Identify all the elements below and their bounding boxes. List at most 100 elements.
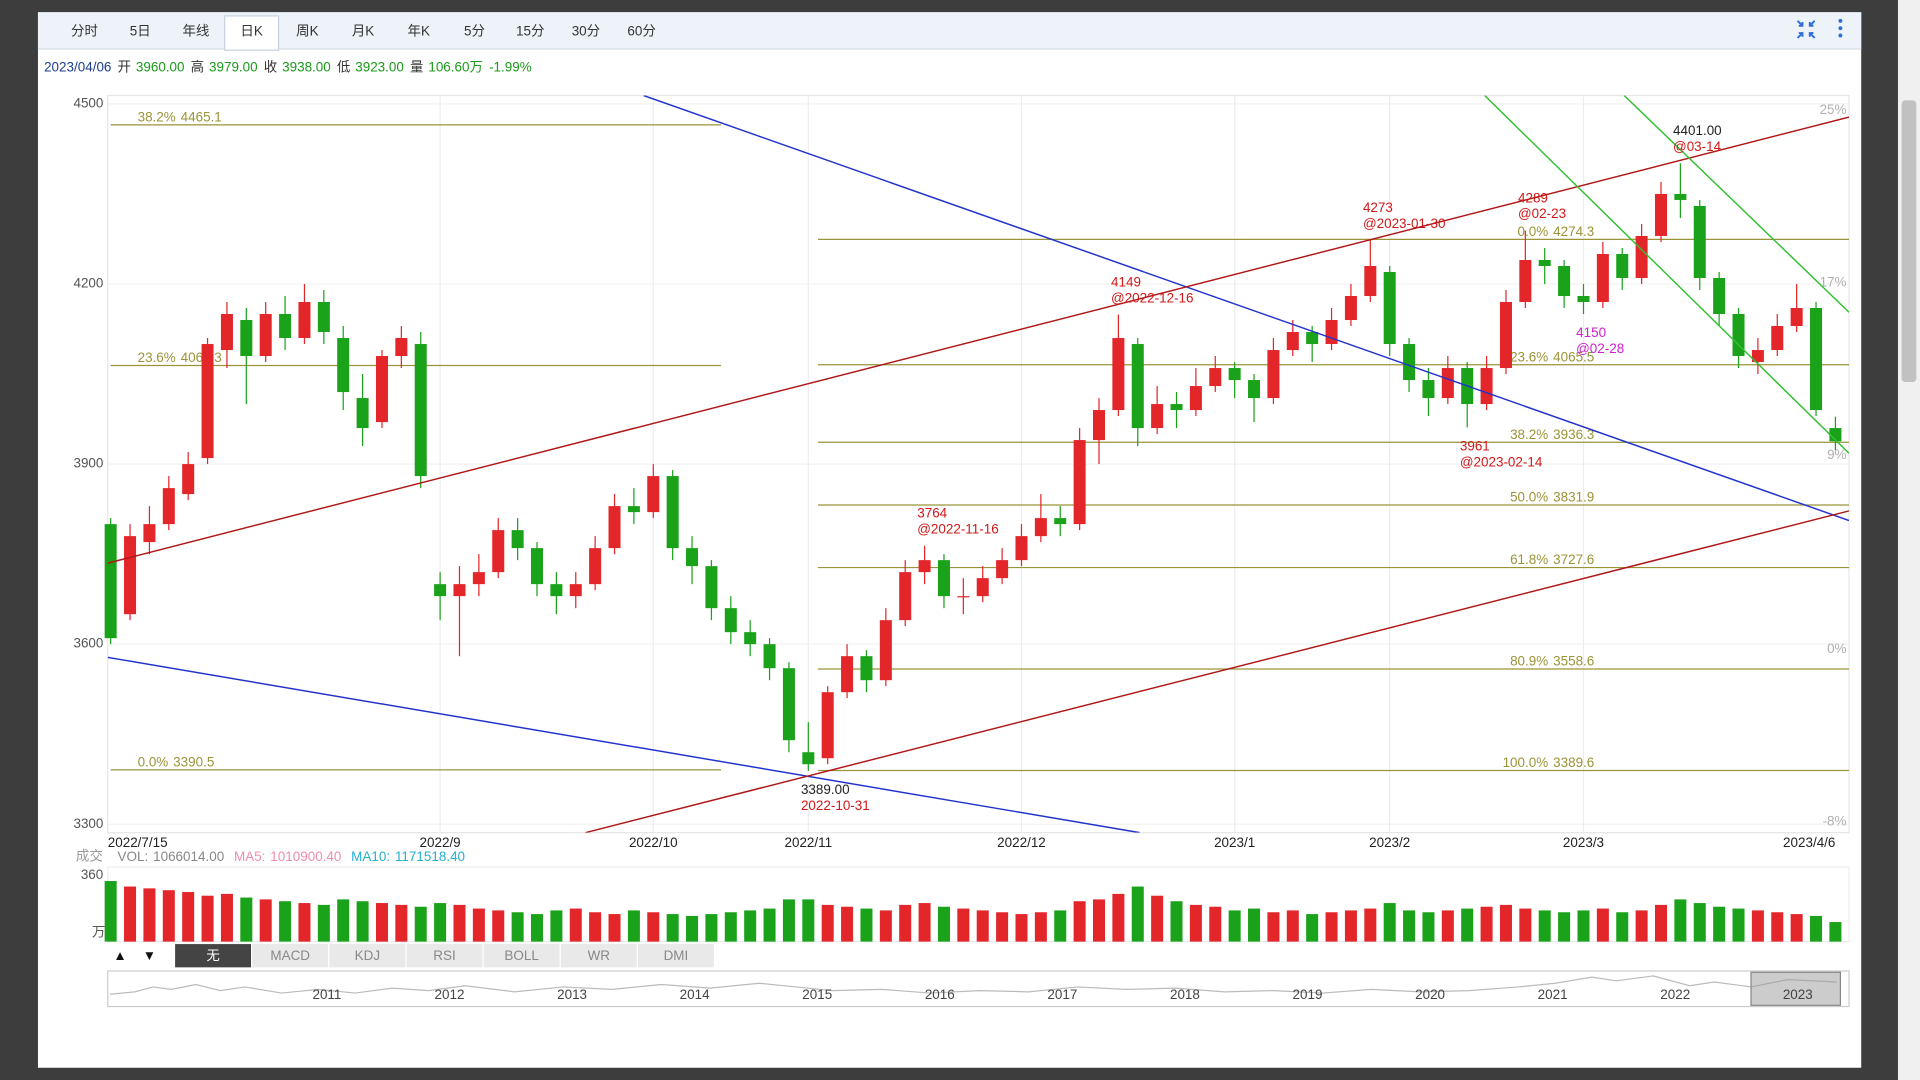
volume-bar	[1790, 914, 1803, 942]
volume-bar	[879, 910, 892, 942]
volume-bar	[1131, 886, 1144, 942]
volume-bar	[375, 903, 388, 942]
tab[interactable]: 30分	[572, 23, 600, 38]
tab[interactable]: 年线	[182, 23, 209, 38]
volume-bar	[608, 914, 621, 942]
volume-bar	[279, 901, 292, 942]
candle-body	[1596, 253, 1609, 303]
indicator-tab[interactable]: WR	[588, 948, 611, 963]
volume-bar	[782, 899, 795, 942]
tab[interactable]: 15分	[516, 23, 544, 38]
navigator-year: 2014	[680, 987, 710, 1002]
volume-legend: MA5: 1010900.40	[234, 849, 341, 864]
candle-body	[821, 692, 834, 759]
y2-tick-label: -8%	[1823, 813, 1847, 828]
quote-field-name: 量	[410, 59, 423, 74]
indicator-tab-bg[interactable]	[637, 944, 714, 968]
indicator-tab[interactable]: KDJ	[355, 948, 380, 963]
fib-ratio: 80.9%	[1510, 653, 1548, 668]
y2-tick-label: 0%	[1827, 641, 1846, 656]
volume-bar	[530, 914, 544, 942]
trend-line	[107, 656, 1140, 833]
indicator-arrow[interactable]: ▼	[143, 948, 156, 963]
volume-legend-name: MA5:	[234, 849, 265, 864]
candle-body	[1732, 314, 1745, 357]
candle-body	[511, 530, 524, 549]
quote-field-value: 3979.00	[209, 59, 258, 74]
volume-bar	[1771, 912, 1784, 942]
trend-lines	[107, 95, 1849, 833]
candle-body	[492, 530, 505, 573]
tab[interactable]: 分时	[71, 23, 98, 38]
indicator-tab-bg[interactable]	[560, 944, 637, 968]
candle-body	[1403, 344, 1416, 381]
indicator-tab[interactable]: 无	[206, 948, 219, 963]
quote-field-name: 低	[337, 59, 350, 74]
trend-line	[1484, 95, 1849, 454]
candle-body	[1577, 296, 1590, 303]
candle-body	[705, 566, 718, 609]
candle-body	[1228, 368, 1241, 381]
indicator-tab-bg[interactable]	[329, 944, 406, 968]
navigator-year: 2020	[1415, 987, 1445, 1002]
volume-bar	[162, 890, 175, 942]
candle-body	[124, 536, 137, 615]
volume-legend-value: 1066014.00	[153, 849, 224, 864]
indicator-tab[interactable]: MACD	[270, 948, 310, 963]
fib-label: 38.2% 3936.3	[1510, 427, 1594, 442]
navigator-year: 2012	[435, 987, 465, 1002]
volume-legend-name: MA10:	[351, 849, 390, 864]
volume-bar	[821, 904, 834, 942]
volume-bar	[802, 899, 815, 942]
fib-value: 4274.3	[1553, 224, 1594, 239]
indicator-tab[interactable]: DMI	[664, 948, 689, 963]
volume-bar	[589, 912, 602, 942]
tab[interactable]: 年K	[408, 23, 430, 38]
candle-body	[162, 488, 175, 525]
volume-bar	[1499, 904, 1512, 942]
tab[interactable]: 周K	[296, 23, 318, 38]
fib-label: 0.0% 3390.5	[138, 754, 215, 769]
candle-body	[1713, 277, 1726, 315]
tab[interactable]: 60分	[627, 23, 655, 38]
navigator[interactable]	[107, 970, 1850, 1008]
scrollbar-thumb[interactable]	[1901, 100, 1917, 383]
indicator-tab-bg[interactable]	[175, 944, 252, 968]
navigator-year: 2023	[1783, 987, 1813, 1002]
volume-bar	[1248, 908, 1261, 942]
menu-icon[interactable]	[1838, 18, 1843, 38]
x-tick-label: 2022/9	[420, 835, 461, 850]
tab[interactable]: 5分	[464, 23, 485, 38]
volume-bar	[1383, 903, 1396, 942]
navigator-window[interactable]	[1750, 971, 1842, 1006]
tab[interactable]: 5日	[130, 23, 151, 38]
fib-ratio: 100.0%	[1503, 755, 1549, 770]
candle-body	[1170, 404, 1183, 411]
indicator-tab-bg[interactable]	[483, 944, 560, 968]
annotation-date: @2023-01-30	[1363, 216, 1445, 231]
indicator-tab-bg[interactable]	[252, 944, 329, 968]
indicator-arrow[interactable]: ▲	[113, 948, 126, 963]
candle-body	[1344, 296, 1357, 321]
candle-body	[1480, 368, 1493, 405]
fib-label: 23.6% 4065.5	[1510, 349, 1594, 364]
tab-selected[interactable]	[224, 15, 280, 51]
candle-body	[1674, 193, 1687, 200]
candle-body	[240, 320, 253, 357]
volume-bar	[899, 904, 912, 942]
y-tick-label: 3300	[73, 816, 103, 831]
tab[interactable]: 日K	[240, 23, 262, 38]
indicator-tab-bg[interactable]	[406, 944, 483, 968]
fib-ratio: 38.2%	[138, 109, 176, 124]
indicator-tab[interactable]: BOLL	[504, 948, 539, 963]
volume-bar	[724, 912, 737, 942]
indicator-tab[interactable]: RSI	[433, 948, 455, 963]
candle-body	[104, 524, 117, 639]
volume-bar	[1654, 904, 1668, 942]
tab[interactable]: 月K	[352, 23, 374, 38]
volume-bar	[453, 904, 466, 942]
volume-bar	[1092, 899, 1106, 942]
fullscreen-icon[interactable]	[1796, 20, 1816, 39]
candle-body	[1693, 205, 1706, 278]
